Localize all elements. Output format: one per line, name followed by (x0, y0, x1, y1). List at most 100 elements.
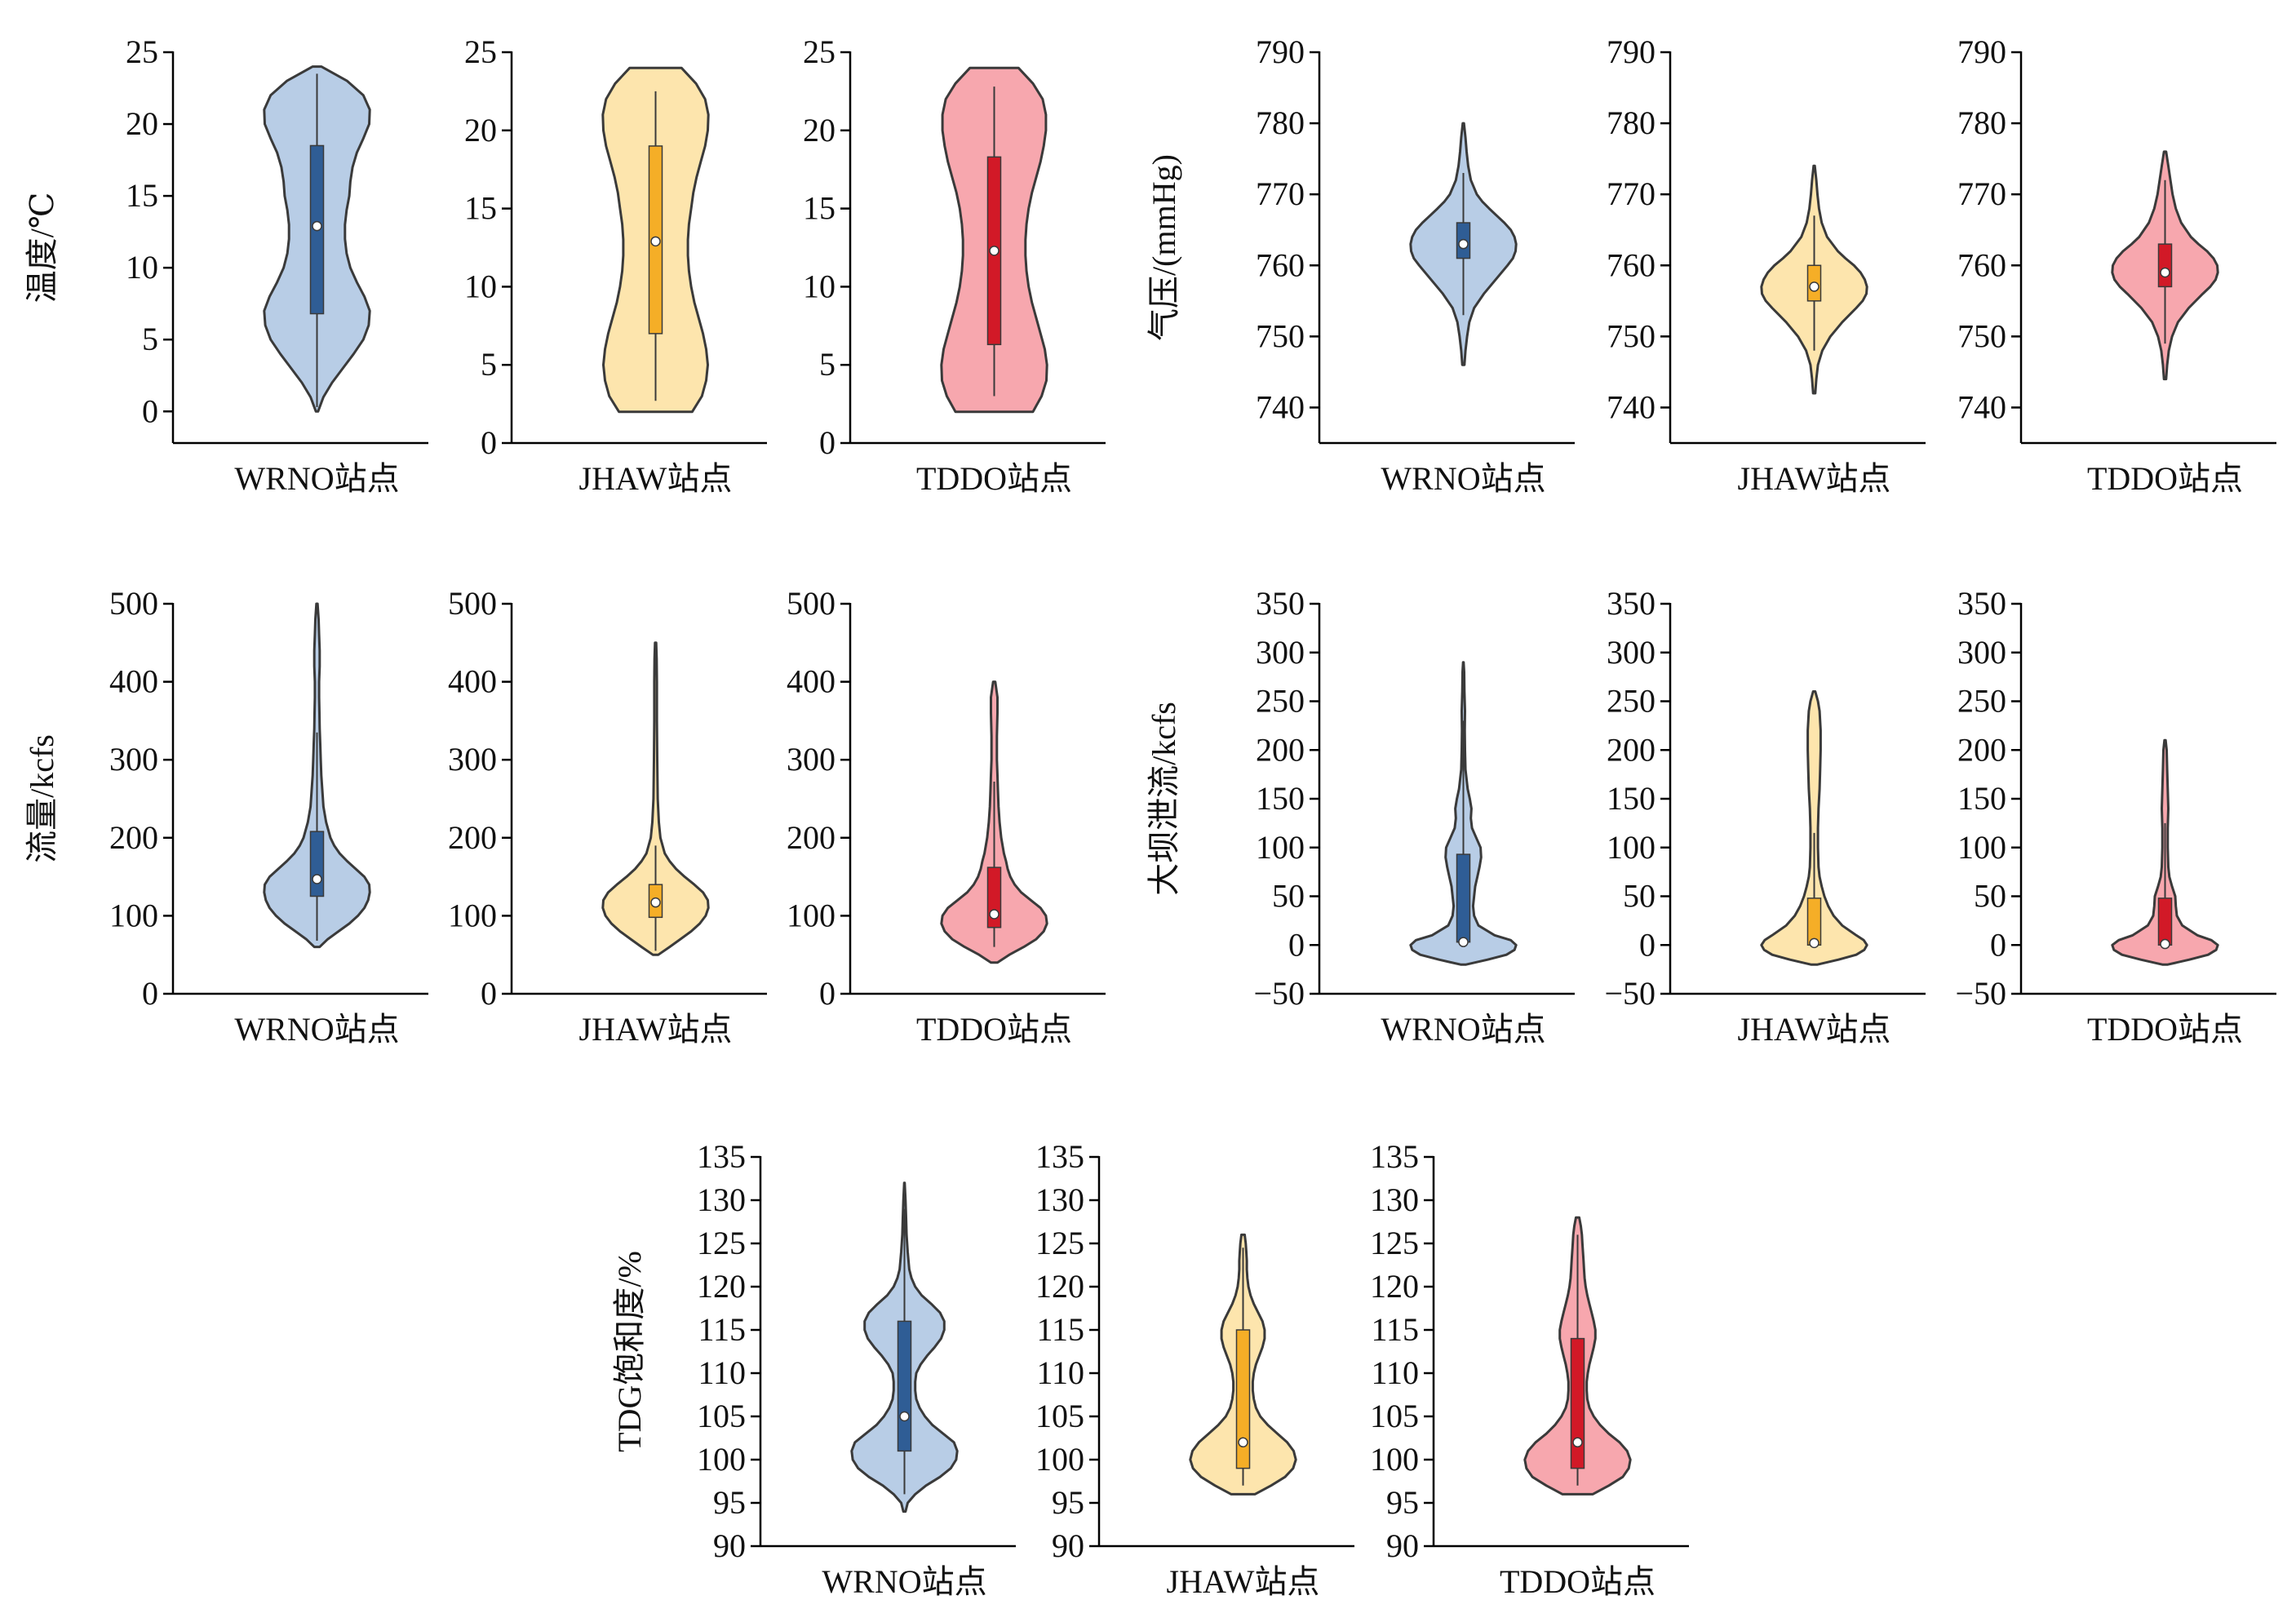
violin-panel-jhaw: 0 100 200 300 400 500 JHAW站点 (448, 585, 767, 1048)
violin-panel-wrno: −50 0 50 100 150 200 250 300 350 WRNO站点 (1253, 585, 1575, 1048)
y-axis-label: 流量/kcfs (24, 734, 60, 863)
x-category-label: JHAW站点 (1738, 460, 1891, 497)
median-marker (312, 874, 322, 884)
median-marker (1809, 281, 1820, 292)
violin-panel-wrno: 740 750 760 770 780 790 WRNO站点 (1256, 33, 1575, 497)
y-tick-label: 760 (1256, 246, 1305, 283)
median-marker (1572, 1437, 1583, 1448)
iqr-box (1456, 853, 1471, 943)
violin-panel-tddo: −50 0 50 100 150 200 250 300 350 TDDO站点 (1955, 585, 2276, 1048)
y-tick-label: 10 (464, 268, 497, 304)
y-tick-label: 760 (1957, 246, 2006, 283)
y-axis-label: TDG饱和度/% (611, 1251, 648, 1452)
y-tick-label: 200 (1957, 731, 2006, 768)
y-tick-label: 15 (803, 190, 836, 227)
median-marker (650, 897, 661, 908)
y-tick-label: 95 (713, 1484, 746, 1521)
y-tick-label: 135 (1370, 1138, 1419, 1175)
y-axis-label: 大坝泄流/kcfs (1146, 702, 1182, 896)
y-tick-label: 100 (1370, 1441, 1419, 1478)
y-tick-label: 105 (1370, 1398, 1419, 1434)
y-tick-label: 770 (1957, 175, 2006, 212)
y-tick-label: 300 (1256, 634, 1305, 671)
y-tick-label: 100 (1957, 829, 2006, 866)
y-tick-label: 20 (803, 112, 836, 148)
x-category-label: TDDO站点 (2087, 460, 2243, 497)
iqr-box (2157, 897, 2173, 946)
y-tick-label: 10 (126, 249, 158, 286)
x-category-label: TDDO站点 (916, 460, 1072, 497)
y-tick-label: 95 (1386, 1484, 1419, 1521)
y-tick-label: 100 (109, 897, 158, 933)
y-tick-label: 125 (1035, 1225, 1084, 1261)
y-tick-label: 125 (1370, 1225, 1419, 1261)
violin-body (1760, 690, 1868, 966)
y-tick-label: 400 (109, 663, 158, 700)
y-tick-label: −50 (1955, 975, 2006, 1012)
x-category-label: JHAW站点 (579, 460, 733, 497)
y-tick-label: 790 (1607, 33, 1656, 70)
y-tick-label: 5 (819, 346, 836, 383)
violin-group-2: 流量/kcfs 0 100 200 300 400 500 WRNO站点 0 100 200 300 4… (24, 585, 1106, 1048)
y-tick-label: 0 (819, 975, 836, 1012)
y-tick-label: 90 (713, 1527, 746, 1564)
y-tick-label: 750 (1957, 317, 2006, 354)
y-tick-label: 15 (464, 190, 497, 227)
median-marker (2160, 938, 2170, 950)
y-tick-label: 780 (1957, 104, 2006, 141)
y-tick-label: 25 (126, 33, 158, 70)
y-tick-label: 350 (1256, 585, 1305, 622)
median-marker (1809, 937, 1820, 949)
violin-panel-jhaw: 740 750 760 770 780 790 JHAW站点 (1607, 33, 1926, 497)
violin-group-1: 气压/(mmHg)740750760770780790WRNO站点7407507… (1146, 33, 2276, 497)
y-tick-label: 100 (448, 897, 497, 933)
y-tick-label: 150 (1607, 780, 1656, 817)
median-marker (899, 1411, 910, 1422)
y-tick-label: 350 (1607, 585, 1656, 622)
median-marker (989, 909, 1000, 920)
y-tick-label: 115 (698, 1311, 746, 1348)
y-tick-label: 300 (448, 741, 497, 778)
y-tick-label: 500 (109, 585, 158, 622)
y-tick-label: 120 (1035, 1268, 1084, 1305)
y-tick-label: 750 (1607, 317, 1656, 354)
y-tick-label: 5 (481, 346, 497, 383)
y-tick-label: 200 (787, 819, 836, 856)
median-marker (2160, 267, 2170, 278)
y-tick-label: 770 (1256, 175, 1305, 212)
y-tick-label: 100 (1035, 1441, 1084, 1478)
y-tick-label: 120 (1370, 1268, 1419, 1305)
y-tick-label: 110 (1036, 1354, 1084, 1391)
y-tick-label: 0 (481, 424, 497, 461)
iqr-box (2157, 243, 2173, 288)
y-tick-label: 300 (787, 741, 836, 778)
violin-group-0: 温度/℃ 0 5 10 15 20 25 WRNO站点 0 5 10 15 20 25 JHAW站点 0 5 10… (24, 33, 1106, 497)
y-tick-label: 95 (1052, 1484, 1084, 1521)
y-tick-label: 100 (1607, 829, 1656, 866)
y-tick-label: 20 (464, 112, 497, 148)
y-tick-label: 50 (1272, 878, 1305, 915)
y-tick-label: 105 (1035, 1398, 1084, 1434)
y-tick-label: 110 (698, 1354, 746, 1391)
x-category-label: JHAW站点 (1738, 1011, 1891, 1048)
y-tick-label: 115 (1371, 1311, 1419, 1348)
y-tick-label: 200 (1256, 731, 1305, 768)
violin-panel-wrno: 0 5 10 15 20 25 WRNO站点 (126, 33, 428, 497)
y-tick-label: 200 (448, 819, 497, 856)
y-tick-label: 25 (803, 33, 836, 70)
y-tick-label: 0 (819, 424, 836, 461)
iqr-box (897, 1320, 912, 1452)
y-tick-label: 780 (1256, 104, 1305, 141)
x-category-label: TDDO站点 (1500, 1563, 1656, 1600)
violin-panel-wrno: 0 100 200 300 400 500 WRNO站点 (109, 585, 428, 1048)
y-tick-label: 25 (464, 33, 497, 70)
y-tick-label: 130 (697, 1181, 746, 1218)
x-category-label: WRNO站点 (234, 460, 399, 497)
median-marker (989, 246, 1000, 256)
y-tick-label: 0 (142, 975, 158, 1012)
y-tick-label: 10 (803, 268, 836, 304)
x-category-label: WRNO站点 (1381, 460, 1545, 497)
y-tick-label: 5 (142, 321, 158, 357)
x-category-label: WRNO站点 (822, 1563, 986, 1600)
iqr-box (1235, 1329, 1251, 1469)
